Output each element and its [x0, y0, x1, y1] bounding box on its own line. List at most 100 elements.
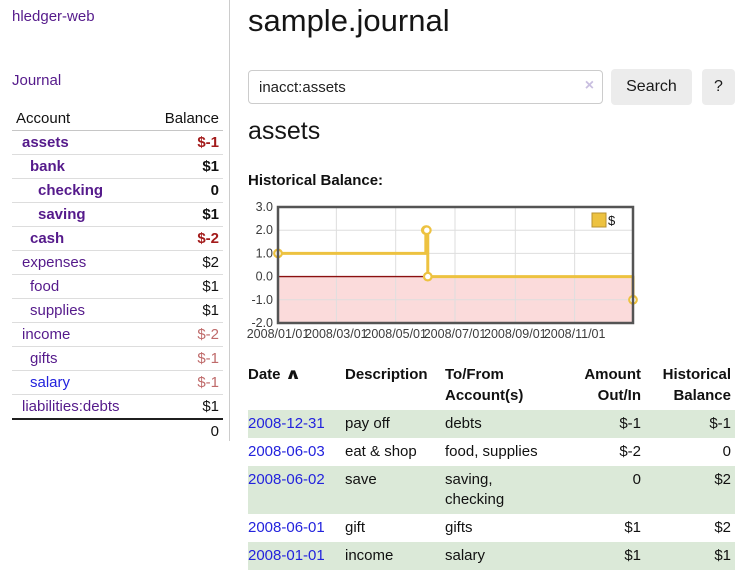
account-link[interactable]: gifts	[30, 350, 58, 367]
register-col-balance: Historical Balance	[645, 362, 735, 410]
account-row: checking 0	[12, 178, 223, 203]
account-balance: $1	[146, 274, 223, 299]
register-row: 2008-06-03 eat & shop food, supplies $-2…	[248, 438, 735, 466]
account-link[interactable]: checking	[38, 182, 104, 199]
x-axis-tick-label: 2008/01/01	[247, 327, 310, 341]
transaction-amount: 0	[632, 471, 641, 488]
transaction-accounts: debts	[445, 415, 482, 432]
account-balance: $1	[146, 394, 223, 420]
sort-ascending-icon: ∧	[284, 366, 301, 383]
account-link[interactable]: saving	[38, 206, 86, 223]
x-axis-tick-label: 2008/11/01	[544, 327, 606, 341]
sidebar-item-journal[interactable]: Journal	[12, 72, 62, 89]
account-row: supplies $1	[12, 298, 223, 323]
account-row: assets $-1	[12, 130, 223, 155]
transaction-accounts: food, supplies	[445, 443, 538, 460]
accounts-col-balance: Balance	[146, 107, 223, 131]
account-row: salary $-1	[12, 370, 223, 395]
register-row: 2008-06-02 save saving, checking 0 $2	[248, 466, 735, 514]
search-button[interactable]: Search	[611, 69, 692, 105]
x-axis-tick-label: 2008/09/01	[484, 327, 547, 341]
y-axis-tick-label: 2.0	[256, 223, 273, 237]
y-axis-tick-label: 1.0	[256, 246, 273, 260]
account-link[interactable]: assets	[22, 134, 69, 151]
register-col-label: To/From Account(s)	[445, 366, 524, 404]
accounts-total-row: 0	[12, 418, 223, 443]
account-row: food $1	[12, 274, 223, 299]
account-link[interactable]: supplies	[30, 302, 86, 319]
register-row: 2008-01-01 income salary $1 $1	[248, 542, 735, 570]
page-title: sample.journal	[248, 3, 450, 38]
y-axis-tick-label: -2.0	[251, 316, 273, 330]
x-axis-tick-label: 2008/03/01	[305, 327, 368, 341]
account-balance: $-1	[146, 130, 223, 155]
account-balance: $1	[146, 154, 223, 179]
account-balance: 0	[146, 178, 223, 203]
register-row: 2008-12-31 pay off debts $-1 $-1	[248, 410, 735, 438]
account-link[interactable]: income	[22, 326, 71, 343]
accounts-header-row: Account Balance	[12, 107, 223, 131]
transaction-accounts: saving, checking	[445, 471, 505, 508]
account-balance: $2	[146, 250, 223, 275]
x-axis-tick-label: 2008/05/01	[364, 327, 427, 341]
legend-swatch	[591, 212, 607, 228]
app-title-link[interactable]: hledger-web	[12, 8, 95, 25]
search-form: × Search ?	[248, 69, 735, 105]
help-button[interactable]: ?	[701, 69, 735, 105]
transaction-amount: $-1	[619, 415, 641, 432]
transaction-date-link[interactable]: 2008-06-03	[248, 443, 325, 460]
plot-border	[276, 205, 635, 325]
account-row: expenses $2	[12, 250, 223, 275]
register-col-description: Description	[345, 362, 445, 410]
account-balance: $-2	[146, 322, 223, 347]
register-header-row: Date ∧ Description To/From Account(s) Amount…	[248, 362, 735, 410]
transaction-description: income	[345, 547, 394, 564]
register-col-label: Amount Out/In	[584, 366, 641, 404]
search-input[interactable]	[248, 70, 604, 104]
clear-search-icon[interactable]: ×	[584, 77, 595, 94]
account-balance: $-1	[146, 370, 223, 395]
account-link[interactable]: bank	[30, 158, 66, 175]
y-axis-tick-label: 3.0	[256, 200, 273, 214]
transaction-date-link[interactable]: 2008-12-31	[248, 415, 325, 432]
y-axis-tick-label: 0.0	[256, 270, 273, 284]
transaction-amount: $1	[624, 519, 641, 536]
account-link[interactable]: food	[30, 278, 60, 295]
chart-canvas: $3.0 2.0 1.0 0.0 -1.0 -2.02008/01/012008/03/0…	[247, 200, 638, 341]
accounts-col-account: Account	[12, 107, 147, 131]
transaction-amount: $-2	[619, 443, 641, 460]
account-balance: $1	[146, 298, 223, 323]
main-content: sample.journal × Search ? assets Histori…	[247, 0, 735, 582]
register-col-date[interactable]: Date ∧	[248, 362, 345, 410]
transaction-description: eat & shop	[345, 443, 417, 460]
account-row: saving $1	[12, 202, 223, 227]
account-balance: $-1	[146, 346, 223, 371]
transaction-balance: $2	[714, 471, 731, 488]
historical-balance-chart[interactable]: $3.0 2.0 1.0 0.0 -1.0 -2.0 2008/01/01 2008/03/0…	[247, 200, 668, 354]
account-row: bank $1	[12, 154, 223, 179]
register-row: 2008-06-01 gift gifts $1 $2	[248, 514, 735, 542]
transaction-date-link[interactable]: 2008-01-01	[248, 547, 325, 564]
transaction-date-link[interactable]: 2008-06-01	[248, 519, 325, 536]
transaction-accounts: salary	[445, 547, 486, 564]
account-link[interactable]: salary	[30, 374, 71, 391]
account-link[interactable]: expenses	[22, 254, 87, 271]
transaction-balance: $-1	[709, 415, 731, 432]
register-col-label: Description	[345, 366, 428, 383]
account-link[interactable]: cash	[30, 230, 65, 247]
legend-label: $	[608, 213, 616, 228]
account-heading: assets	[248, 117, 321, 145]
x-axis-tick-label: 2008/07/01	[424, 327, 487, 341]
y-axis-tick-label: -1.0	[251, 293, 273, 307]
account-balance: $1	[146, 202, 223, 227]
transaction-balance: 0	[722, 443, 731, 460]
register-col-amount: Amount Out/In	[557, 362, 645, 410]
data-point-marker	[421, 225, 432, 236]
data-point-marker	[422, 271, 433, 282]
transaction-date-link[interactable]: 2008-06-02	[248, 471, 325, 488]
account-link[interactable]: liabilities:debts	[22, 398, 120, 415]
register-table: Date ∧ Description To/From Account(s) Amount…	[248, 362, 735, 570]
accounts-table: Account Balance assets $-1 bank $1 check…	[12, 107, 223, 443]
transaction-description: save	[345, 471, 377, 488]
register-col-accounts: To/From Account(s)	[445, 362, 557, 410]
